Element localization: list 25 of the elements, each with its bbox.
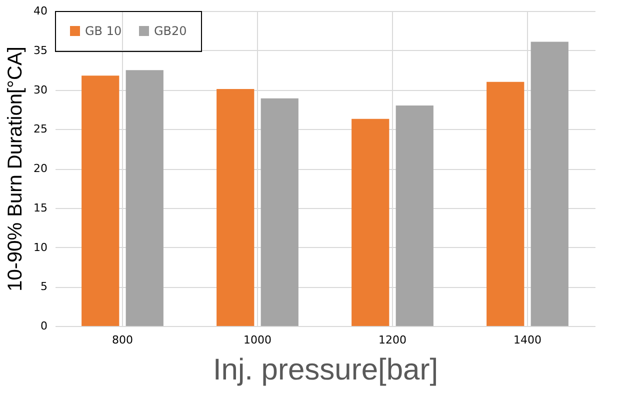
- x-axis-title: Inj. pressure[bar]: [212, 354, 438, 386]
- y-tick-label: 35: [34, 44, 48, 57]
- y-tick-label: 40: [34, 4, 48, 18]
- y-tick-label: 0: [40, 320, 48, 332]
- y-tick-label: 5: [40, 280, 48, 294]
- y-axis-title: 10-90% Burn Duration[°CA]: [4, 46, 27, 292]
- bar: [530, 42, 568, 326]
- bar: [82, 76, 120, 326]
- legend-label: GB20: [154, 24, 187, 38]
- x-tick-label: 800: [112, 334, 133, 346]
- bar: [260, 98, 298, 326]
- y-tick-label: 25: [34, 122, 48, 136]
- y-tick-label: 30: [34, 83, 48, 96]
- x-tick-label: 1400: [514, 334, 542, 346]
- x-tick-label: 1000: [244, 334, 272, 346]
- bar: [216, 88, 254, 326]
- bar: [126, 70, 164, 326]
- legend-label: GB 10: [85, 24, 122, 38]
- y-tick-label: 20: [34, 162, 48, 175]
- bar: [352, 118, 390, 326]
- bar: [486, 82, 524, 326]
- y-tick-label: 15: [34, 201, 48, 214]
- y-tick-label: 10: [34, 240, 48, 254]
- bar: [396, 106, 434, 326]
- x-tick-label: 1200: [378, 334, 406, 346]
